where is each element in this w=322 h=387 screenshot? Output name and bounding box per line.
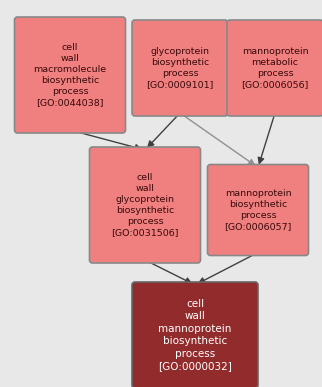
Text: cell
wall
macromolecule
biosynthetic
process
[GO:0044038]: cell wall macromolecule biosynthetic pro… [33, 43, 107, 107]
FancyBboxPatch shape [227, 20, 322, 116]
FancyBboxPatch shape [14, 17, 126, 133]
Text: glycoprotein
biosynthetic
process
[GO:0009101]: glycoprotein biosynthetic process [GO:00… [146, 47, 214, 89]
Text: mannoprotein
metabolic
process
[GO:0006056]: mannoprotein metabolic process [GO:00060… [241, 47, 309, 89]
FancyBboxPatch shape [132, 282, 258, 387]
FancyBboxPatch shape [207, 164, 308, 255]
FancyBboxPatch shape [132, 20, 228, 116]
FancyBboxPatch shape [90, 147, 201, 263]
Text: cell
wall
glycoprotein
biosynthetic
process
[GO:0031506]: cell wall glycoprotein biosynthetic proc… [111, 173, 179, 237]
Text: mannoprotein
biosynthetic
process
[GO:0006057]: mannoprotein biosynthetic process [GO:00… [224, 189, 292, 231]
Text: cell
wall
mannoprotein
biosynthetic
process
[GO:0000032]: cell wall mannoprotein biosynthetic proc… [158, 299, 232, 371]
